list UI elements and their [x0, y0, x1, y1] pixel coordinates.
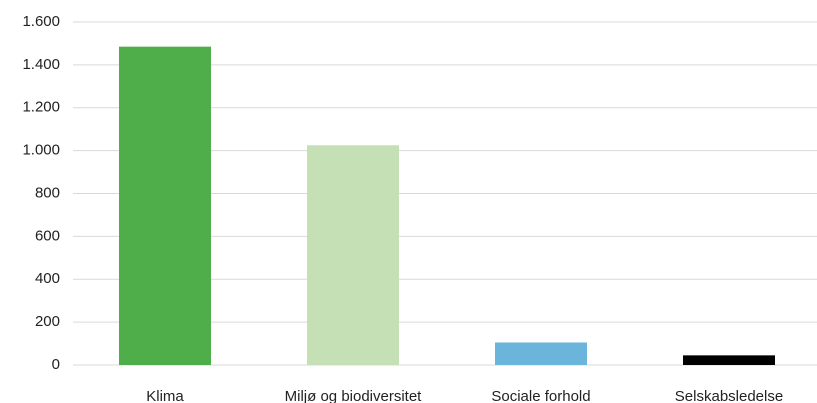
y-tick-label: 1.600	[22, 13, 60, 30]
bar	[307, 145, 399, 365]
x-tick-label: Sociale forhold	[491, 388, 590, 403]
y-tick-label: 600	[35, 227, 60, 244]
y-tick-label: 800	[35, 184, 60, 201]
x-tick-label: Miljø og biodiversitet	[285, 388, 423, 403]
y-tick-label: 200	[35, 313, 60, 330]
x-tick-label: Selskabsledelse	[675, 388, 783, 403]
y-tick-label: 1.200	[22, 99, 60, 116]
y-tick-label: 1.000	[22, 142, 60, 159]
bar	[495, 342, 587, 365]
y-tick-label: 400	[35, 270, 60, 287]
y-tick-label: 0	[52, 356, 60, 373]
bar	[119, 46, 211, 365]
y-tick-label: 1.400	[22, 56, 60, 73]
x-tick-label: Klima	[146, 388, 184, 403]
bar	[683, 355, 775, 365]
